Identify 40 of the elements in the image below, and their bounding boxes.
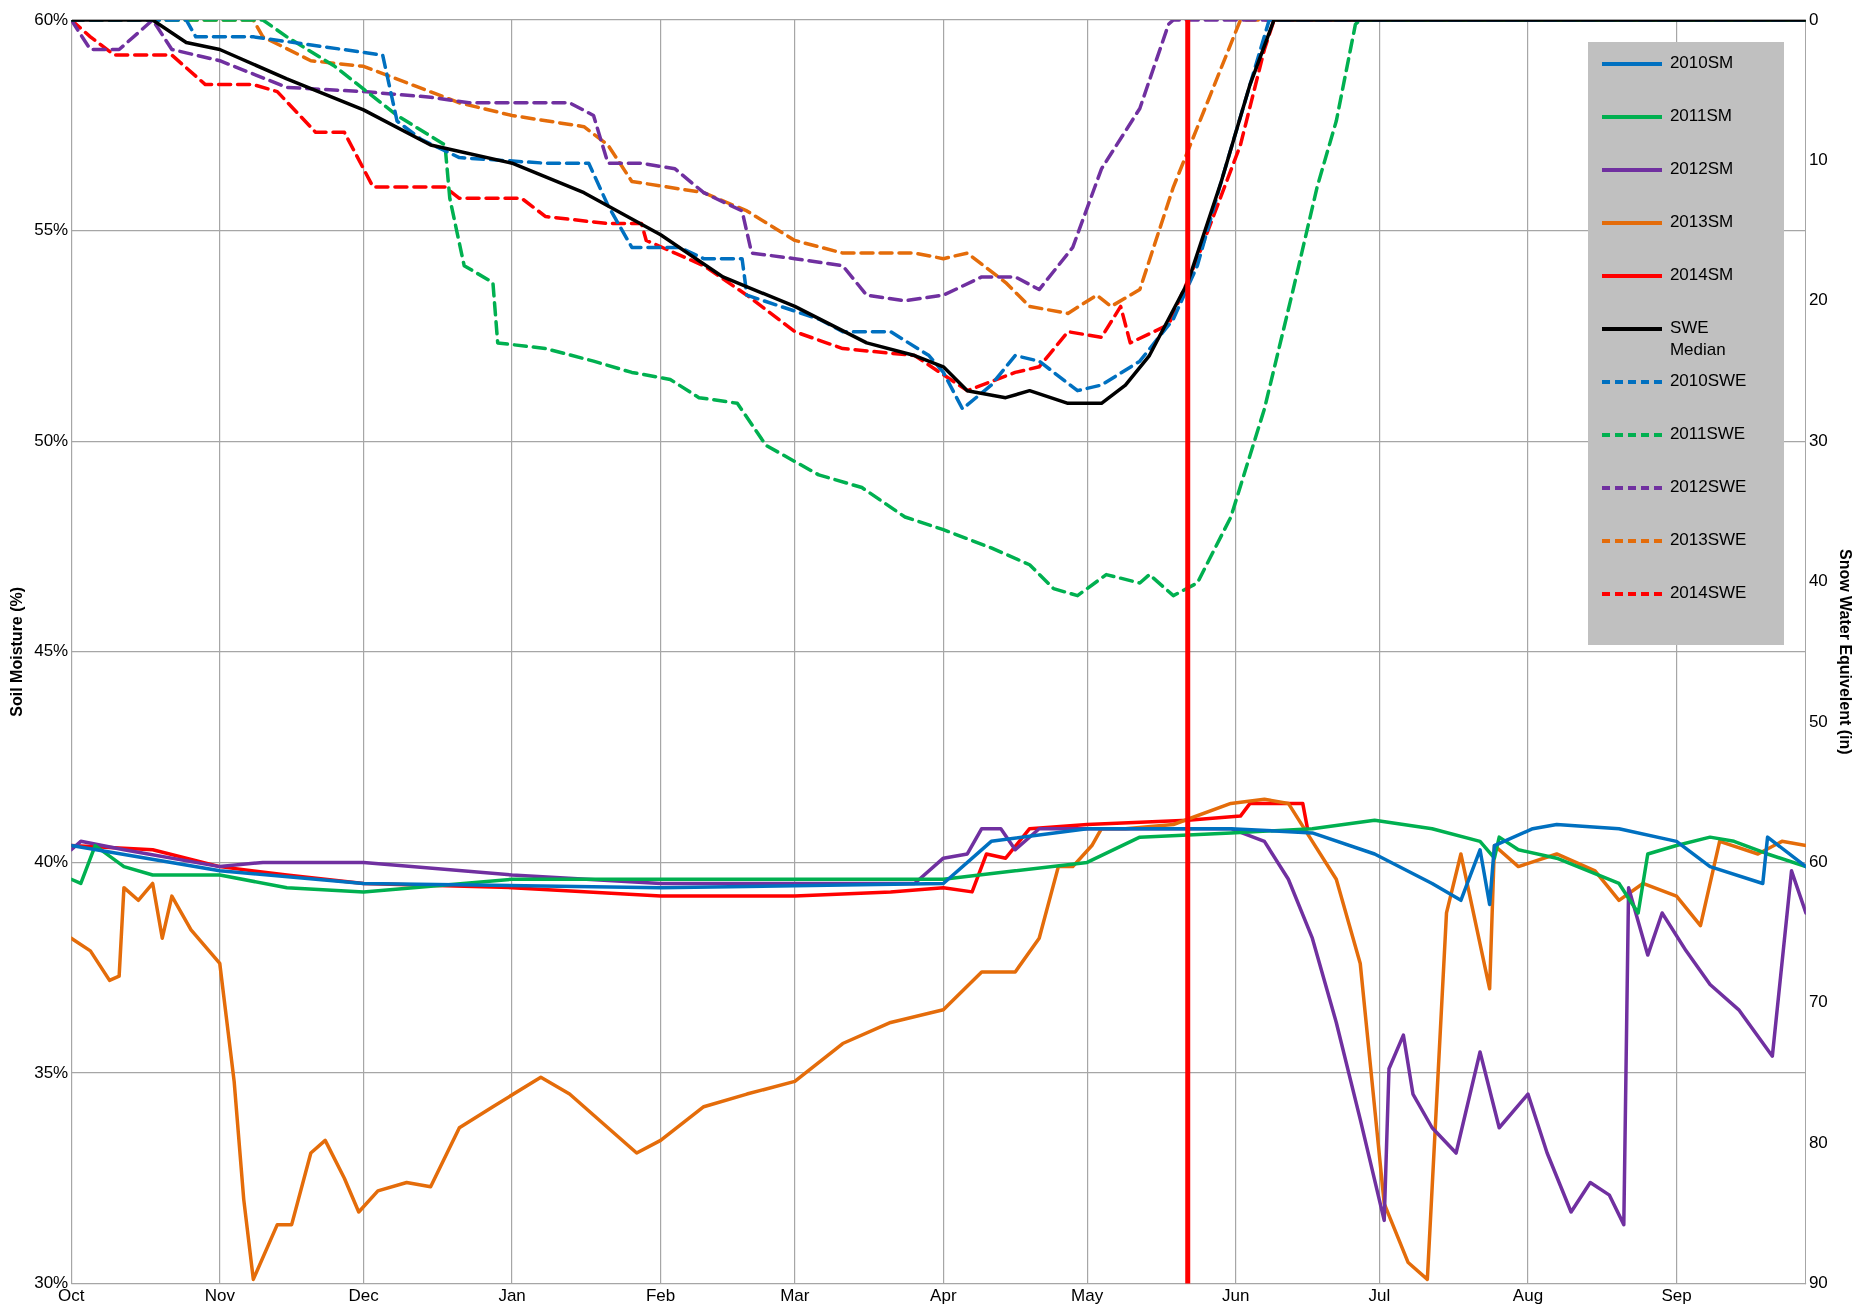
x-tick-label: Aug bbox=[1512, 1286, 1544, 1306]
x-tick-label: Mar bbox=[780, 1286, 810, 1306]
x-tick-label: Feb bbox=[645, 1286, 676, 1306]
y-tick-label: 45% bbox=[34, 641, 69, 661]
y-axis-title: Soil Moisture (%) bbox=[8, 586, 26, 717]
y-tick-label: 55% bbox=[34, 220, 69, 240]
legend-label: 2012SM bbox=[1669, 158, 1735, 180]
x-tick-label: May bbox=[1071, 1286, 1104, 1306]
y2-tick-label: 10 bbox=[1808, 150, 1828, 170]
y2-tick-label: 40 bbox=[1808, 571, 1828, 591]
y-tick-label: 60% bbox=[34, 9, 69, 29]
x-tick-label: Nov bbox=[204, 1286, 236, 1306]
y-tick-label: 40% bbox=[34, 852, 69, 872]
y2-tick-label: 60 bbox=[1808, 852, 1828, 872]
y2-tick-label: 0 bbox=[1808, 9, 1819, 29]
legend-label: 2013SWE bbox=[1669, 529, 1748, 551]
legend-label: 2014SWE bbox=[1669, 582, 1748, 604]
y2-tick-label: 20 bbox=[1808, 290, 1828, 310]
x-tick-label: Jun bbox=[1221, 1286, 1250, 1306]
x-tick-label: Dec bbox=[348, 1286, 380, 1306]
legend-label: 2011SWE bbox=[1669, 423, 1747, 445]
legend-label: 2014SM bbox=[1669, 264, 1735, 286]
legend-label: 2013SM bbox=[1669, 211, 1735, 233]
y2-axis-title: Snow Water Equivelent (in) bbox=[1836, 548, 1854, 755]
legend-label: 2010SWE bbox=[1669, 370, 1748, 392]
x-tick-label: Sep bbox=[1661, 1286, 1692, 1306]
legend-label: 2011SM bbox=[1669, 105, 1733, 127]
y2-tick-label: 70 bbox=[1808, 992, 1828, 1012]
y2-tick-label: 50 bbox=[1808, 711, 1828, 731]
legend-label: 2012SWE bbox=[1669, 476, 1748, 498]
legend-label: 2010SM bbox=[1669, 52, 1735, 74]
x-tick-label: Jul bbox=[1368, 1286, 1391, 1306]
y-tick-label: 35% bbox=[34, 1062, 69, 1082]
y-tick-label: 50% bbox=[34, 430, 69, 450]
y2-tick-label: 90 bbox=[1808, 1273, 1828, 1293]
y2-tick-label: 80 bbox=[1808, 1132, 1828, 1152]
x-tick-label: Apr bbox=[930, 1286, 957, 1306]
x-tick-label: Jan bbox=[498, 1286, 526, 1306]
y2-tick-label: 30 bbox=[1808, 430, 1828, 450]
legend-label: SWE Median bbox=[1669, 317, 1727, 361]
